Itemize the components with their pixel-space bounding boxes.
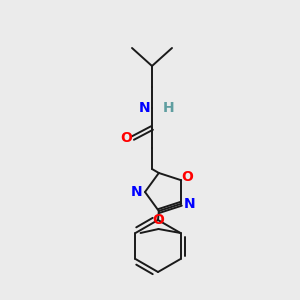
Text: O: O: [153, 213, 164, 227]
Text: O: O: [120, 131, 132, 145]
Text: N: N: [139, 101, 151, 115]
Text: O: O: [181, 170, 193, 184]
Text: N: N: [183, 197, 195, 211]
Text: N: N: [131, 185, 143, 199]
Text: H: H: [163, 101, 175, 115]
